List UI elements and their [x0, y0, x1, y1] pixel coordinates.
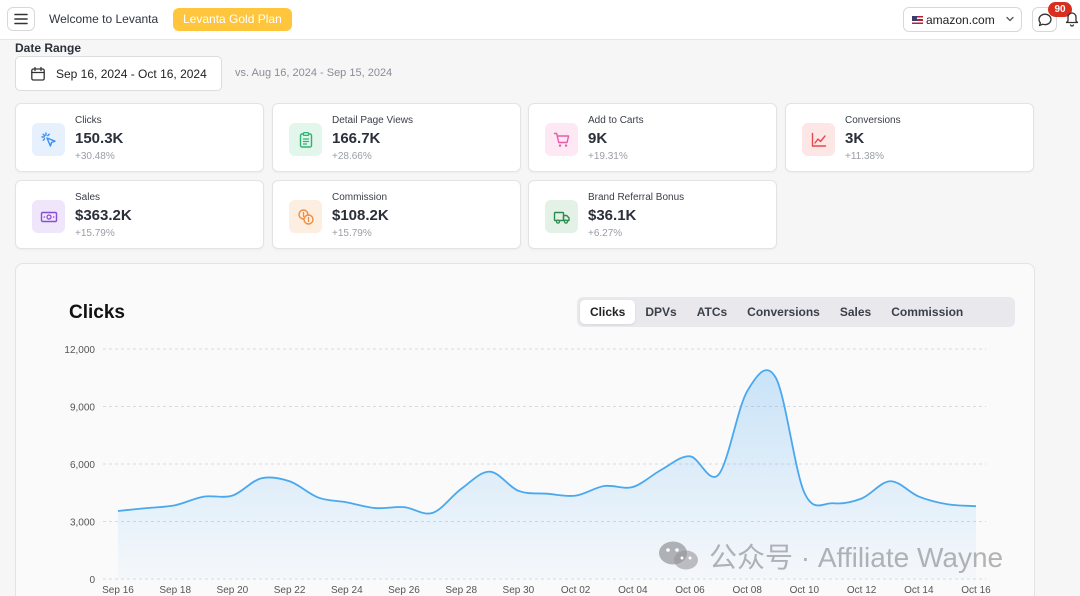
notification-count-badge: 90 — [1048, 2, 1072, 17]
metric-card-add-to-carts[interactable]: Add to Carts 9K +19.31% — [528, 103, 777, 172]
metric-label: Sales — [75, 192, 101, 203]
bell-icon — [1065, 12, 1079, 27]
metric-icon-box — [545, 123, 578, 156]
us-flag-icon — [912, 15, 923, 24]
chart-card: Clicks Clicks DPVs ATCs Conversions Sale… — [15, 263, 1035, 596]
cursor-click-icon — [40, 131, 56, 147]
metric-icon-box — [545, 200, 578, 233]
marketplace-select[interactable]: amazon.com — [903, 7, 1022, 32]
metric-change: +15.79% — [332, 228, 372, 239]
date-range-label: Date Range — [15, 41, 82, 55]
x-tick-label: Sep 28 — [445, 585, 477, 596]
metric-card-conversions[interactable]: Conversions 3K +11.38% — [785, 103, 1034, 172]
watermark-text: 公众号 · Affiliate Wayne — [709, 542, 1004, 573]
tab-commission[interactable]: Commission — [891, 305, 964, 319]
x-tick-label: Sep 16 — [102, 585, 134, 596]
x-tick-label: Sep 22 — [274, 585, 306, 596]
welcome-text: Welcome to Levanta — [49, 12, 159, 26]
x-tick-label: Sep 26 — [388, 585, 420, 596]
metric-card-detail-page-views[interactable]: Detail Page Views 166.7K +28.66% — [272, 103, 521, 172]
y-tick-label: 9,000 — [70, 403, 95, 414]
calendar-icon — [31, 66, 45, 81]
metric-change: +6.27% — [588, 228, 623, 239]
metric-icon-box — [289, 200, 322, 233]
date-range-picker[interactable]: Sep 16, 2024 - Oct 16, 2024 — [15, 56, 222, 91]
marketplace-value: amazon.com — [926, 12, 995, 27]
x-tick-label: Sep 30 — [503, 585, 535, 596]
metric-change: +11.38% — [845, 151, 885, 162]
metric-label: Clicks — [75, 115, 102, 126]
y-tick-label: 6,000 — [70, 460, 95, 471]
x-tick-label: Oct 10 — [790, 585, 820, 596]
chart-title: Clicks — [69, 302, 125, 323]
metric-label: Conversions — [845, 115, 901, 126]
metric-icon-box — [32, 123, 65, 156]
notifications-button[interactable] — [1064, 9, 1080, 31]
tab-clicks[interactable]: Clicks — [580, 300, 636, 324]
x-tick-label: Sep 18 — [159, 585, 191, 596]
metric-change: +28.66% — [332, 151, 372, 162]
x-tick-label: Sep 20 — [217, 585, 249, 596]
watermark: 公众号 · Affiliate Wayne — [657, 536, 1003, 576]
metric-icon-box — [32, 200, 65, 233]
metric-card-clicks[interactable]: Clicks 150.3K +30.48% — [15, 103, 264, 172]
metric-value: $36.1K — [588, 207, 637, 224]
series-area — [118, 370, 976, 579]
clicks-area-chart: 0 3,000 6,000 9,000 12,000 Sep 16 Sep 18 Sep 20… — [64, 345, 991, 596]
series-line — [117, 369, 977, 515]
metric-label: Detail Page Views — [332, 115, 413, 126]
x-tick-label: Oct 02 — [561, 585, 591, 596]
metric-change: +15.79% — [75, 228, 115, 239]
x-tick-label: Oct 16 — [961, 585, 991, 596]
metric-card-sales[interactable]: Sales $363.2K +15.79% — [15, 180, 264, 249]
x-tick-label: Sep 24 — [331, 585, 363, 596]
metric-value: 3K — [845, 130, 865, 147]
metric-icon-box — [802, 123, 835, 156]
y-tick-label: 3,000 — [70, 518, 95, 529]
wechat-logo-icon — [659, 541, 698, 570]
metric-icon-box — [289, 123, 322, 156]
truck-icon — [553, 211, 570, 224]
clipboard-icon — [299, 131, 312, 148]
metric-value: 150.3K — [75, 130, 124, 147]
cart-icon — [553, 132, 569, 147]
metric-label: Brand Referral Bonus — [588, 192, 685, 203]
x-tick-label: Oct 12 — [847, 585, 877, 596]
metric-card-brand-referral-bonus[interactable]: Brand Referral Bonus $36.1K +6.27% — [528, 180, 777, 249]
compare-range-text: vs. Aug 16, 2024 - Sep 15, 2024 — [235, 67, 393, 79]
metric-value: $363.2K — [75, 207, 132, 224]
y-tick-label: 12,000 — [64, 345, 95, 356]
metric-label: Commission — [332, 192, 388, 203]
tab-conversions[interactable]: Conversions — [747, 305, 820, 319]
hamburger-icon — [14, 13, 28, 25]
metric-value: 166.7K — [332, 130, 381, 147]
plan-badge[interactable]: Levanta Gold Plan — [173, 8, 292, 31]
metric-change: +19.31% — [588, 151, 628, 162]
date-range-value: Sep 16, 2024 - Oct 16, 2024 — [56, 66, 207, 81]
chart-metric-tabs: Clicks DPVs ATCs Conversions Sales Commi… — [577, 297, 1015, 327]
coins-icon — [297, 208, 314, 225]
y-tick-label: 0 — [89, 575, 95, 586]
x-tick-label: Oct 08 — [732, 585, 762, 596]
metric-change: +30.48% — [75, 151, 115, 162]
trend-chart-icon — [811, 132, 826, 147]
metric-value: $108.2K — [332, 207, 389, 224]
menu-button[interactable] — [7, 7, 35, 31]
tab-atcs[interactable]: ATCs — [696, 305, 728, 319]
top-bar: Welcome to Levanta Levanta Gold Plan ama… — [0, 0, 1080, 40]
cash-icon — [40, 211, 57, 222]
x-tick-label: Oct 06 — [675, 585, 705, 596]
metric-card-commission[interactable]: Commission $108.2K +15.79% — [272, 180, 521, 249]
tab-sales[interactable]: Sales — [839, 305, 872, 319]
x-tick-label: Oct 04 — [618, 585, 648, 596]
chevron-down-icon — [1006, 16, 1014, 22]
metric-value: 9K — [588, 130, 608, 147]
metric-label: Add to Carts — [588, 115, 644, 126]
x-tick-label: Oct 14 — [904, 585, 934, 596]
tab-dpvs[interactable]: DPVs — [645, 305, 677, 319]
chat-bubble-icon — [1037, 13, 1052, 26]
